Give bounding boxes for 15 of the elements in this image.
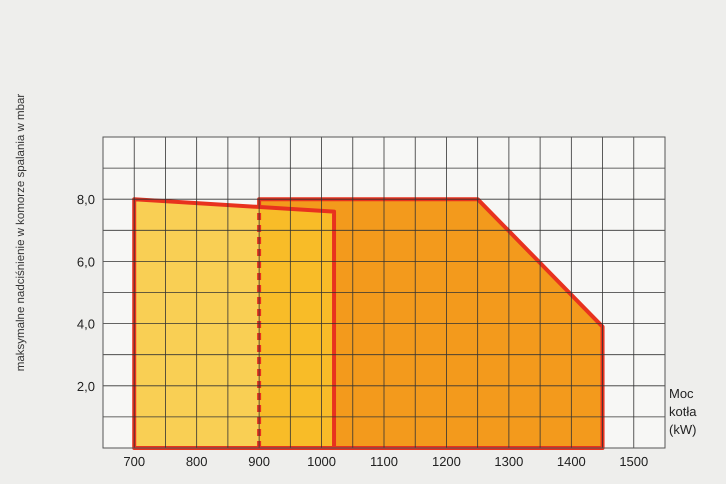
- x-tick-label: 1300: [494, 454, 524, 469]
- y-tick-label: 4,0: [76, 316, 95, 332]
- y-tick-label: 8,0: [76, 192, 95, 208]
- x-axis-title: Moc kotła (kW): [669, 386, 698, 437]
- x-tick-label: 1400: [556, 454, 586, 469]
- x-tick-label: 1000: [307, 454, 336, 469]
- x-tick-label: 800: [186, 454, 208, 469]
- x-tick-label: 1500: [619, 454, 648, 469]
- x-tick-label: 900: [248, 454, 270, 469]
- y-axis-title: maksymalne nadciśnienie w komorze spalania w mbar: [15, 94, 27, 372]
- y-tick-label: 6,0: [76, 254, 95, 270]
- x-tick-label: 1200: [432, 454, 461, 469]
- x-tick-label: 700: [123, 454, 146, 469]
- x-tick-label: 1100: [370, 454, 398, 469]
- y-tick-label: 2,0: [76, 378, 95, 394]
